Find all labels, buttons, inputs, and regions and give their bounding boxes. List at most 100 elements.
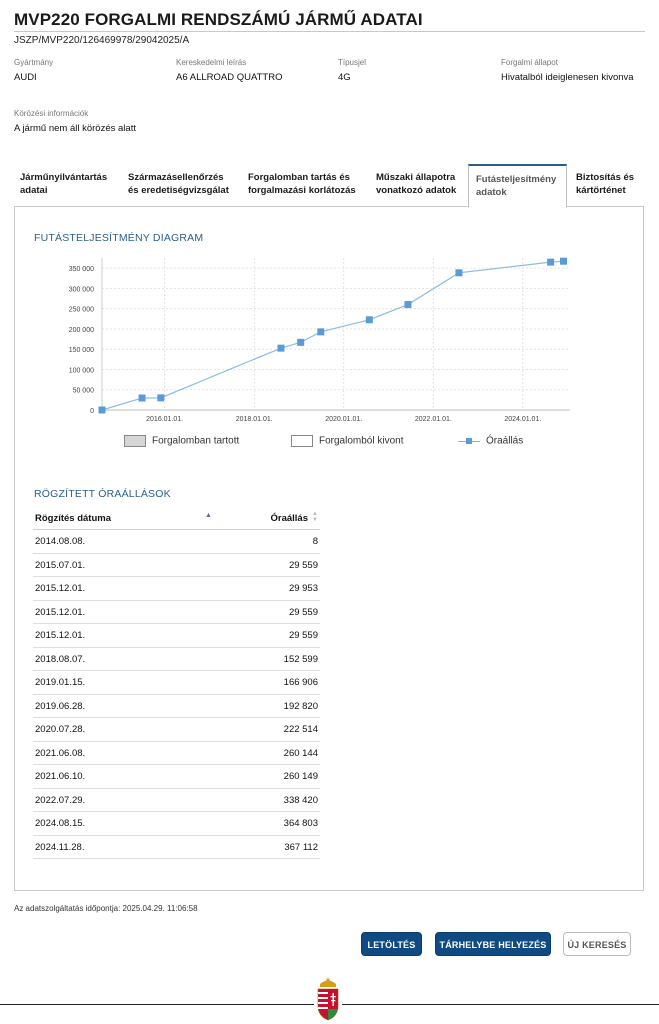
reading-date: 2015.12.01.: [35, 630, 86, 641]
table-row: 2015.12.01. 29 953: [33, 577, 320, 601]
legend-label-withdrawn: Forgalomból kivont: [319, 435, 404, 447]
field-traffic-status-label: Forgalmi állapot: [501, 58, 558, 67]
field-commercial-description-value: A6 ALLROAD QUATTRO: [176, 72, 283, 83]
reading-date: 2020.07.28.: [35, 724, 86, 735]
field-traffic-status-value: Hivatalból ideiglenesen kivonva: [501, 72, 634, 83]
tab-origin-check[interactable]: Származásellenőrzés és eredetiségvizsgál…: [128, 164, 248, 207]
table-row: 2014.08.08. 8: [33, 530, 320, 554]
tab-vehicle-registry-line2: adatai: [20, 185, 48, 196]
y-tick-label: 300 000: [69, 286, 94, 293]
reading-date: 2024.08.15.: [35, 818, 86, 829]
y-tick-label: 0: [90, 408, 94, 415]
data-point: [157, 394, 165, 402]
column-header-date[interactable]: Rögzítés dátuma: [35, 513, 112, 524]
table-row: 2024.08.15. 364 803: [33, 812, 320, 836]
field-wanted-info-label: Körözési információk: [14, 109, 89, 118]
field-commercial-description: Kereskedelmi leírás A6 ALLROAD QUATTRO: [176, 58, 282, 83]
data-point: [317, 328, 325, 336]
x-tick-label: 2020.01.01.: [325, 416, 362, 423]
chart-x-ticks: 2016.01.01. 2018.01.01. 2020.01.01. 2022.01…: [146, 416, 541, 423]
sort-icon[interactable]: ▲ ▼: [312, 511, 318, 523]
x-tick-label: 2024.01.01.: [504, 416, 541, 423]
reading-value: 29 559: [288, 630, 318, 641]
reading-value: 260 144: [283, 747, 318, 759]
tab-insurance-history-line1: Biztosítás és: [576, 172, 635, 183]
table-row: 2024.11.28. 367 112: [33, 836, 320, 859]
field-commercial-description-label: Kereskedelmi leírás: [176, 58, 247, 67]
data-point: [297, 338, 305, 346]
tab-technical-condition[interactable]: Műszaki állapotra vonatkozó adatok: [376, 164, 468, 207]
store-button[interactable]: TÁRHELYBE HELYEZÉS: [435, 932, 551, 956]
reading-date: 2024.11.28.: [35, 841, 85, 853]
table-row: 2015.12.01. 29 559: [33, 601, 320, 624]
data-point: [365, 316, 373, 324]
y-tick-label: 350 000: [69, 266, 94, 273]
y-tick-label: 50 000: [73, 388, 95, 395]
data-point: [455, 269, 463, 277]
legend-label-in-traffic: Forgalomban tartott: [152, 435, 240, 447]
tab-traffic-restrictions-line1: Forgalomban tartás és: [248, 172, 350, 183]
table-row: 2021.06.10. 260 149: [33, 765, 320, 789]
reading-value: 8: [312, 536, 318, 547]
tab-content-panel: [14, 207, 644, 891]
sort-ascending-icon[interactable]: ▲: [205, 512, 212, 519]
y-tick-label: 200 000: [69, 327, 94, 334]
data-point: [277, 344, 285, 352]
tab-origin-check-line2: és eredetiségvizsgálat: [128, 185, 229, 196]
reading-date: 2018.08.07.: [35, 653, 86, 665]
table-row: 2015.07.01. 29 559: [33, 554, 320, 577]
tab-technical-condition-line2: vonatkozó adatok: [376, 185, 457, 196]
tab-traffic-restrictions[interactable]: Forgalomban tartás és forgalmazási korlá…: [248, 164, 374, 207]
reading-date: 2014.08.08.: [35, 536, 86, 547]
reading-date: 2021.06.08.: [35, 747, 86, 759]
table-row: 2015.12.01. 29 559: [33, 624, 320, 648]
field-traffic-status: Forgalmi állapot Hivatalból ideiglenesen…: [501, 58, 634, 83]
reading-value: 29 559: [288, 606, 318, 618]
readings-table-body: 2014.08.08. 8 2015.07.01. 29 559 2015.12.01.…: [33, 530, 320, 859]
legend-item-in-traffic: Forgalomban tartott: [124, 435, 239, 449]
x-tick-label: 2018.01.01.: [236, 416, 273, 423]
reading-date: 2015.12.01.: [35, 583, 86, 594]
field-manufacturer-value: AUDI: [14, 72, 37, 83]
reading-date: 2015.07.01.: [35, 559, 86, 571]
column-header-odometer[interactable]: Óraállás: [270, 513, 309, 524]
readings-table: Rögzítés dátuma ▲ Óraállás ▲ ▼ 2014.08.08…: [33, 508, 320, 859]
field-type-code-label: Típusjel: [338, 58, 367, 67]
tab-vehicle-registry-line1: Járműnyilvántartás: [20, 172, 108, 183]
tab-mileage-data-line1: Futásteljesítmény: [476, 174, 557, 185]
reading-value: 166 906: [283, 677, 318, 688]
series-line-odometer: [101, 260, 564, 411]
reading-value: 367 112: [284, 841, 318, 853]
tab-mileage-data[interactable]: Futásteljesítmény adatok: [468, 164, 567, 208]
field-wanted-info: Körözési információk A jármű nem áll kör…: [14, 109, 136, 134]
data-point: [547, 258, 555, 266]
chart-y-ticks: 0 50 000 100 000 150 000 200 000 250 000 300 0…: [69, 266, 94, 415]
new-search-button[interactable]: ÚJ KERESÉS: [563, 932, 631, 956]
page-title: MVP220 FORGALMI RENDSZÁMÚ JÁRMŰ ADATAI: [14, 10, 423, 29]
title-divider: [14, 31, 645, 32]
y-tick-label: 150 000: [69, 347, 94, 354]
legend-label-odometer: Óraállás: [486, 435, 524, 447]
chart-series: [98, 257, 568, 414]
tab-vehicle-registry[interactable]: Járműnyilvántartás adatai: [20, 164, 126, 207]
chart-grid: [102, 258, 570, 410]
legend-swatch-in-traffic: [124, 435, 146, 447]
chart-axes: [101, 258, 570, 411]
readings-section-title: RÖGZÍTETT ÓRAÁLLÁSOK: [34, 488, 171, 500]
data-point: [560, 257, 568, 265]
table-row: 2019.01.15. 166 906: [33, 671, 320, 695]
tab-insurance-history[interactable]: Biztosítás és kártörténet: [576, 164, 644, 207]
reading-value: 222 514: [283, 724, 318, 735]
document-id: JSZP/MVP220/126469978/29042025/A: [14, 35, 190, 46]
y-tick-label: 250 000: [69, 307, 94, 314]
reading-value: 29 953: [288, 583, 318, 594]
legend-swatch-odometer: [458, 435, 480, 447]
reading-date: 2015.12.01.: [35, 606, 86, 618]
reading-date: 2019.01.15.: [35, 677, 86, 688]
tab-bar: Járműnyilvántartás adatai Származásellen…: [14, 164, 644, 208]
table-row: 2022.07.29. 338 420: [33, 789, 320, 812]
tab-technical-condition-line1: Műszaki állapotra: [376, 172, 456, 183]
data-point: [98, 406, 106, 414]
reading-value: 338 420: [283, 794, 318, 806]
download-button[interactable]: LETÖLTÉS: [361, 932, 422, 956]
